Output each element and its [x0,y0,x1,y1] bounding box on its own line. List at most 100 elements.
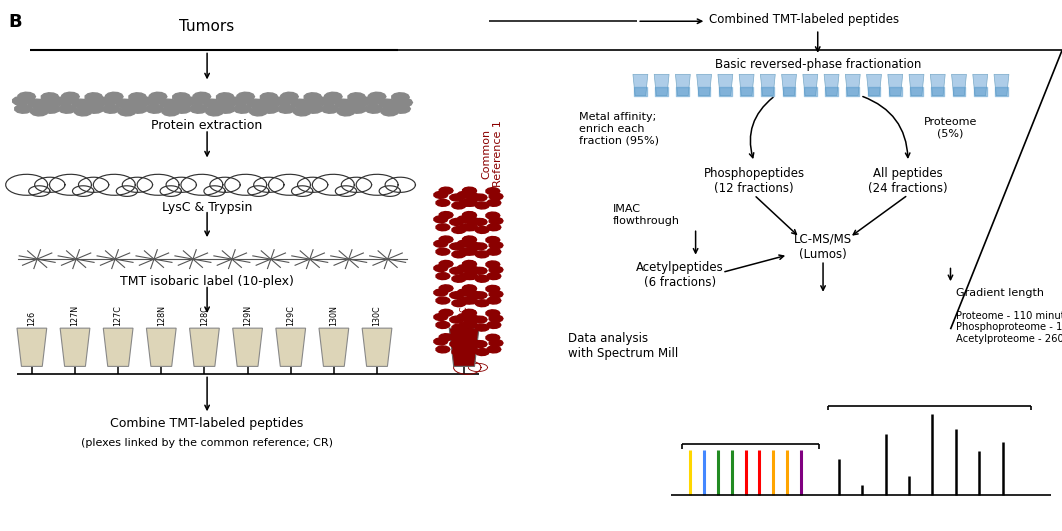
Polygon shape [486,310,500,317]
Polygon shape [466,290,480,298]
Polygon shape [463,236,477,244]
Polygon shape [434,191,448,199]
Polygon shape [490,193,503,200]
Polygon shape [17,328,47,366]
Polygon shape [486,334,500,341]
Polygon shape [450,243,464,250]
Polygon shape [463,285,477,292]
Polygon shape [490,266,503,273]
Polygon shape [220,98,237,107]
Polygon shape [58,105,76,113]
Polygon shape [463,236,477,243]
Polygon shape [490,315,503,322]
Polygon shape [474,194,487,201]
Polygon shape [718,74,733,96]
Polygon shape [362,328,392,366]
Polygon shape [458,264,472,272]
Polygon shape [476,299,490,307]
Polygon shape [463,212,477,219]
Text: LysC & Trypsin: LysC & Trypsin [161,201,253,213]
Polygon shape [338,107,355,116]
Polygon shape [440,187,453,194]
Polygon shape [74,107,92,116]
Polygon shape [206,107,223,116]
Polygon shape [490,290,503,298]
Polygon shape [147,328,176,366]
Polygon shape [193,92,210,101]
Polygon shape [88,98,106,107]
Text: 127C: 127C [114,305,122,326]
Polygon shape [250,107,268,116]
Polygon shape [129,93,147,101]
Polygon shape [450,316,464,323]
Polygon shape [320,97,337,105]
Polygon shape [450,194,464,201]
Polygon shape [150,92,167,101]
Polygon shape [452,299,466,307]
Polygon shape [237,92,255,101]
Polygon shape [458,289,472,296]
Polygon shape [782,74,796,96]
Polygon shape [349,105,366,113]
Text: 130N: 130N [329,305,339,326]
Polygon shape [463,187,477,194]
Polygon shape [463,310,477,317]
Polygon shape [450,218,464,226]
Polygon shape [379,99,396,108]
Polygon shape [803,74,818,96]
Polygon shape [218,105,235,113]
Polygon shape [204,99,221,108]
Polygon shape [434,240,448,247]
Polygon shape [13,97,30,105]
Polygon shape [452,202,466,209]
Polygon shape [994,74,1009,96]
Polygon shape [474,340,487,348]
Polygon shape [434,264,448,272]
Polygon shape [452,226,466,234]
Text: (plexes linked by the common reference; CR): (plexes linked by the common reference; … [81,438,333,448]
Polygon shape [463,333,477,341]
Polygon shape [275,97,293,105]
Polygon shape [460,297,474,304]
Polygon shape [319,328,348,366]
Polygon shape [436,199,450,207]
Polygon shape [440,236,453,243]
Polygon shape [487,199,501,207]
Polygon shape [824,74,839,96]
Polygon shape [434,289,448,296]
Polygon shape [867,74,881,96]
Polygon shape [381,107,398,116]
Text: 130C: 130C [373,305,381,326]
Polygon shape [440,333,453,341]
Polygon shape [476,202,490,209]
Polygon shape [490,242,503,249]
Polygon shape [490,217,503,225]
Text: LC-MS/MS
(Lumos): LC-MS/MS (Lumos) [794,233,852,261]
Polygon shape [436,248,450,255]
Polygon shape [105,92,123,101]
Polygon shape [463,260,477,268]
Polygon shape [190,105,207,113]
Polygon shape [452,348,466,356]
Polygon shape [440,260,453,268]
Polygon shape [486,261,500,268]
Polygon shape [276,328,306,366]
Polygon shape [436,346,450,353]
Polygon shape [909,74,924,96]
Polygon shape [474,292,487,299]
Polygon shape [466,217,480,225]
Polygon shape [845,74,860,96]
Polygon shape [952,74,966,96]
Polygon shape [476,251,490,258]
Polygon shape [486,236,500,244]
Polygon shape [72,99,90,108]
Polygon shape [45,98,62,107]
Polygon shape [116,99,134,108]
Text: B: B [8,13,22,31]
Text: 131C: 131C [460,305,468,326]
Polygon shape [487,248,501,255]
Polygon shape [486,187,500,195]
Polygon shape [487,224,501,231]
Polygon shape [118,107,136,116]
Polygon shape [464,272,478,280]
